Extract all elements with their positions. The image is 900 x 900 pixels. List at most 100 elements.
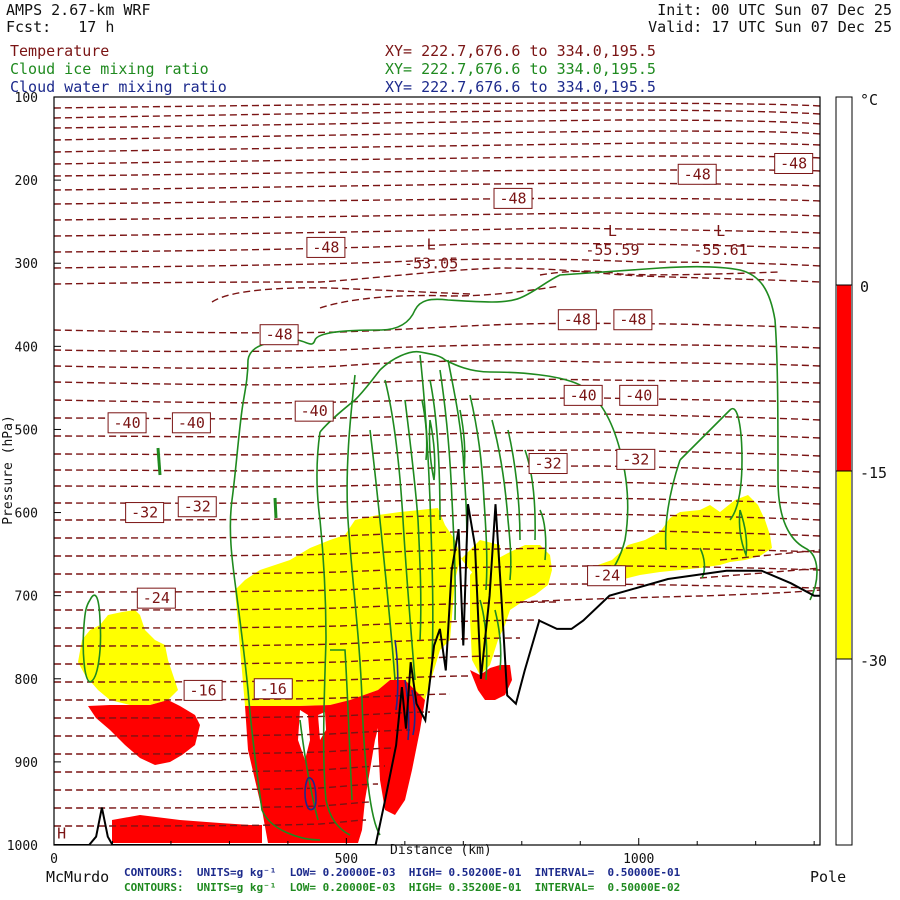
xy-cloud-ice: XY= 222.7,676.6 to 334.0,195.5	[385, 60, 656, 78]
xy-cloud-water: XY= 222.7,676.6 to 334.0,195.5	[385, 78, 656, 96]
field-label-cloud-water: Cloud water mixing ratio	[10, 78, 227, 96]
y-tick-label: 800	[15, 673, 38, 688]
minimum-marker: L	[608, 222, 617, 240]
isotherm-label-text: -24	[143, 589, 170, 607]
isotherm-label-text: -32	[131, 504, 158, 522]
end-location-label: Pole	[810, 868, 847, 886]
minimum-value: -55.61	[694, 241, 748, 259]
isotherm-label-box	[677, 163, 717, 185]
colorbar: °C 0 -15 -30	[835, 91, 887, 846]
cloud-water-contour-info: CONTOURS: UNITS=g kg⁻¹ LOW= 0.20000E-03 …	[124, 866, 681, 879]
isotherm-label-box	[616, 448, 656, 470]
isotherm-label: -32	[125, 502, 165, 524]
isotherm-label-text: -48	[312, 238, 339, 256]
isotherm-label-text: -48	[499, 189, 526, 207]
isotherm-label-text: -16	[260, 680, 287, 698]
isotherm-label-text: -40	[570, 386, 597, 404]
x-axis: 0 500 1000	[50, 838, 815, 867]
terrain-surface-line	[54, 504, 820, 845]
isotherm-label-box	[253, 678, 293, 700]
isotherm-label: -48	[259, 324, 299, 346]
isotherm-label: -24	[587, 565, 627, 587]
y-tick-label: 400	[15, 340, 38, 355]
isotherm-label-box	[306, 236, 346, 258]
cloud-ice-contours	[82, 265, 818, 841]
isotherm-label: -48	[557, 309, 597, 331]
isotherm-label: -32	[528, 453, 568, 475]
forecast-hour: Fcst: 17 h	[6, 18, 115, 36]
model-title: AMPS 2.67-km WRF	[6, 1, 151, 19]
isotherm-label: -48	[306, 236, 346, 258]
start-location-label: McMurdo	[46, 868, 110, 886]
field-label-temperature: Temperature	[10, 42, 110, 60]
isotherm-label: -24	[136, 587, 176, 609]
isotherm-label: -48	[774, 152, 814, 174]
y-tick-label: 700	[15, 590, 38, 605]
y-tick-label: 600	[15, 507, 38, 522]
isotherm-label-text: -40	[301, 402, 328, 420]
y-tick-label: 200	[15, 174, 38, 189]
cloud-water-contours	[304, 639, 416, 811]
y-axis-label: Pressure (hPa)	[1, 415, 16, 525]
minimum-marker: L	[716, 222, 725, 240]
isotherm-label: -48	[677, 163, 717, 185]
isotherm-label-box	[177, 496, 217, 518]
x-tick-label: 500	[335, 852, 358, 867]
isotherm-label-box	[774, 152, 814, 174]
isotherm-label-text: -40	[178, 414, 205, 432]
isotherm-label-box	[259, 324, 299, 346]
isotherm-label-text: -32	[535, 455, 562, 473]
isotherm-label-text: -48	[684, 165, 711, 183]
temperature-extrema: L-53.05L-55.59L-55.61H	[57, 222, 748, 842]
isotherm-label: -16	[183, 679, 223, 701]
isotherm-label-text: -24	[593, 567, 620, 585]
isotherm-label-box	[613, 309, 653, 331]
x-axis-label: Distance (km)	[390, 843, 492, 858]
isotherm-label: -32	[616, 448, 656, 470]
isotherm-label-text: -16	[190, 681, 217, 699]
isotherm-labels: -48 -48 -48 -48 -48 -48 -48 -40 -40 -40 -40 -40 -32 -…	[107, 152, 814, 701]
cloud-ice-contour-info: CONTOURS: UNITS=g kg⁻¹ LOW= 0.20000E-03 …	[124, 881, 681, 894]
x-tick-label: 1000	[623, 852, 654, 867]
isotherm-label-text: -48	[780, 154, 807, 172]
isotherm-label: -48	[613, 309, 653, 331]
colorbar-tick-minus15: -15	[860, 464, 887, 482]
y-tick-label: 900	[15, 756, 38, 771]
colorbar-tick-0: 0	[860, 278, 869, 296]
y-tick-label: 100	[15, 91, 38, 106]
isotherm-label-box	[125, 502, 165, 524]
init-time: Init: 00 UTC Sun 07 Dec 25	[657, 1, 892, 19]
minimum-value: -53.05	[404, 254, 458, 272]
y-tick-label: 1000	[7, 839, 38, 854]
colorbar-tick-minus30: -30	[860, 652, 887, 670]
isotherm-label-box	[294, 400, 334, 422]
isotherm-label-box	[183, 679, 223, 701]
isotherm-label-box	[619, 384, 659, 406]
plot-frame	[53, 96, 821, 846]
isotherm-label: -40	[294, 400, 334, 422]
isotherm-label-text: -48	[619, 311, 646, 329]
isotherm-label-box	[493, 187, 533, 209]
isotherm-label-box	[563, 384, 603, 406]
maximum-marker: H	[57, 824, 66, 842]
isotherm-label-text: -40	[114, 414, 141, 432]
isotherm-label-text: -48	[564, 311, 591, 329]
isotherm-label-box	[557, 309, 597, 331]
isotherm-label-box	[107, 412, 147, 434]
isotherm-label-text: -32	[184, 498, 211, 516]
xy-temperature: XY= 222.7,676.6 to 334.0,195.5	[385, 42, 656, 60]
isotherm-label: -40	[563, 384, 603, 406]
y-tick-label: 300	[15, 257, 38, 272]
y-tick-label: 500	[15, 423, 38, 438]
valid-time: Valid: 17 UTC Sun 07 Dec 25	[648, 18, 892, 36]
minimum-marker: L	[427, 235, 436, 253]
minimum-value: -55.59	[585, 241, 639, 259]
isotherm-label-text: -48	[266, 326, 293, 344]
colorbar-unit: °C	[860, 91, 878, 109]
isotherm-label: -16	[253, 678, 293, 700]
isotherm-label: -32	[177, 496, 217, 518]
field-label-cloud-ice: Cloud ice mixing ratio	[10, 60, 209, 78]
isotherm-label: -40	[107, 412, 147, 434]
colorbar-band-red	[837, 285, 851, 471]
